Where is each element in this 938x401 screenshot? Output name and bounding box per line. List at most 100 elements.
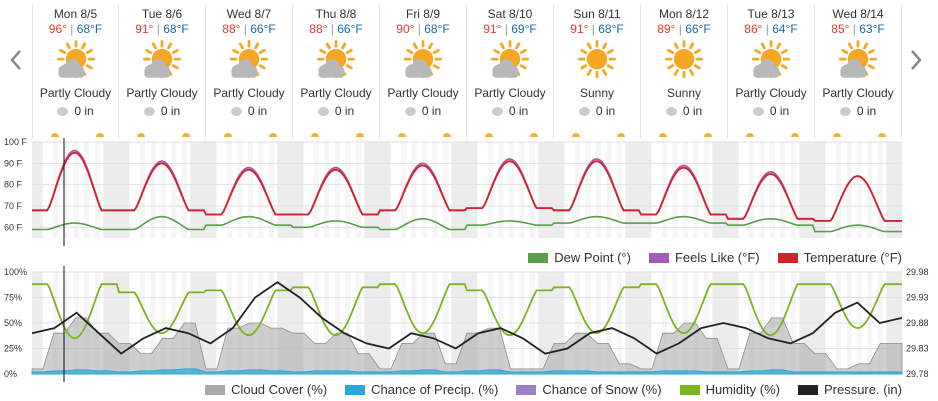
precip-amount: 0 in xyxy=(857,104,876,118)
precip-amount: 0 in xyxy=(509,104,528,118)
partly-cloudy-icon xyxy=(832,39,884,83)
y-tick-label: 70 F xyxy=(4,201,23,211)
sunset-icon xyxy=(311,133,319,137)
sunny-icon xyxy=(571,39,623,83)
day-temps: 88° | 66°F xyxy=(293,22,379,37)
partly-cloudy-icon xyxy=(136,39,188,83)
day-temps: 91° | 68°F xyxy=(554,22,640,37)
y-tick-label: 25% xyxy=(4,344,22,354)
day-precip: 0 in xyxy=(380,103,466,119)
raindrop-icon xyxy=(318,107,329,116)
y2-tick-label: 29.93 xyxy=(906,293,929,303)
day-condition: Partly Cloudy xyxy=(467,85,553,101)
precip-amount: 0 in xyxy=(74,104,93,118)
high-temp: 91° xyxy=(135,22,153,36)
legend-swatch xyxy=(528,253,548,263)
day-card[interactable]: Wed 8/14 85° | 63°F Partly Cloudy 0 in xyxy=(815,4,902,138)
day-card[interactable]: Fri 8/9 90° | 68°F Partly Cloudy 0 in xyxy=(380,4,467,138)
temperature-chart[interactable]: 100 F 90 F 80 F 70 F 60 F xyxy=(0,138,938,246)
y-tick-label: 75% xyxy=(4,293,22,303)
sunrise-icon xyxy=(617,133,625,137)
y2-tick-label: 29.78 xyxy=(906,369,929,379)
legend-label: Chance of Snow (%) xyxy=(542,382,661,397)
legend-item[interactable]: Humidity (%) xyxy=(680,382,780,397)
high-temp: 91° xyxy=(570,22,588,36)
day-date: Wed 8/7 xyxy=(206,7,292,22)
legend-label: Chance of Precip. (%) xyxy=(371,382,498,397)
low-temp: 69°F xyxy=(511,22,536,36)
legend-item[interactable]: Pressure. (in) xyxy=(798,382,902,397)
day-card[interactable]: Thu 8/8 88° | 66°F Partly Cloudy 0 in xyxy=(293,4,380,138)
raindrop-icon xyxy=(144,107,155,116)
day-temps: 90° | 68°F xyxy=(380,22,466,37)
partly-cloudy-icon xyxy=(397,39,449,83)
high-temp: 85° xyxy=(831,22,849,36)
sunset-icon xyxy=(659,133,667,137)
day-card[interactable]: Sun 8/11 91° | 68°F Sunny 0 in xyxy=(554,4,641,138)
sunset-icon xyxy=(51,133,59,137)
low-temp: 68°F xyxy=(598,22,623,36)
y2-tick-label: 29.98 xyxy=(906,267,929,277)
day-card[interactable]: Sat 8/10 91° | 69°F Partly Cloudy 0 in xyxy=(467,4,554,138)
legend-item[interactable]: Dew Point (°) xyxy=(528,250,631,265)
day-card[interactable]: Mon 8/5 96° | 68°F Partly Cloudy 0 in xyxy=(32,4,119,138)
high-temp: 96° xyxy=(49,22,67,36)
precip-amount: 0 in xyxy=(422,104,441,118)
chevron-left-icon xyxy=(9,49,23,71)
legend-item[interactable]: Cloud Cover (%) xyxy=(205,382,327,397)
sunrise-sunset-markers xyxy=(641,131,727,137)
legend-swatch xyxy=(205,385,225,395)
sunrise-sunset-markers xyxy=(206,131,292,137)
next-days-button[interactable] xyxy=(906,44,926,76)
sunrise-sunset-markers xyxy=(380,131,466,137)
legend-item[interactable]: Chance of Precip. (%) xyxy=(345,382,498,397)
day-precip: 0 in xyxy=(641,103,727,119)
day-card[interactable]: Tue 8/13 86° | 64°F Partly Cloudy 0 in xyxy=(728,4,815,138)
legend-item[interactable]: Chance of Snow (%) xyxy=(516,382,661,397)
legend-swatch xyxy=(516,385,536,395)
sunset-icon xyxy=(833,133,841,137)
prev-days-button[interactable] xyxy=(6,44,26,76)
day-date: Tue 8/6 xyxy=(119,7,205,22)
raindrop-icon xyxy=(57,107,68,116)
legend-item[interactable]: Feels Like (°F) xyxy=(649,250,760,265)
partly-cloudy-icon xyxy=(745,39,797,83)
legend-swatch xyxy=(680,385,700,395)
legend-item[interactable]: Temperature (°F) xyxy=(778,250,902,265)
high-temp: 88° xyxy=(222,22,240,36)
raindrop-icon xyxy=(666,107,677,116)
sunset-icon xyxy=(485,133,493,137)
high-temp: 86° xyxy=(744,22,762,36)
day-precip: 0 in xyxy=(554,103,640,119)
legend-swatch xyxy=(345,385,365,395)
day-temps: 91° | 69°F xyxy=(467,22,553,37)
sunrise-icon xyxy=(704,133,712,137)
partly-cloudy-icon xyxy=(484,39,536,83)
daily-forecast-strip: Mon 8/5 96° | 68°F Partly Cloudy 0 in Tu… xyxy=(32,4,902,138)
precip-amount: 0 in xyxy=(770,104,789,118)
sunrise-icon xyxy=(269,133,277,137)
atmosphere-chart[interactable]: 100% 29.98 75% 29.93 50% 29.88 25% 29.83 0% 29.78 xyxy=(0,266,938,382)
low-temp: 64°F xyxy=(772,22,797,36)
sunset-icon xyxy=(224,133,232,137)
legend-swatch xyxy=(798,385,818,395)
legend-label: Dew Point (°) xyxy=(554,250,631,265)
day-condition: Sunny xyxy=(554,85,640,101)
day-condition: Partly Cloudy xyxy=(119,85,205,101)
day-precip: 0 in xyxy=(33,103,118,119)
high-temp: 91° xyxy=(483,22,501,36)
low-temp: 68°F xyxy=(77,22,102,36)
sunset-icon xyxy=(137,133,145,137)
precip-amount: 0 in xyxy=(683,104,702,118)
day-card[interactable]: Tue 8/6 91° | 68°F Partly Cloudy 0 in xyxy=(119,4,206,138)
day-temps: 96° | 68°F xyxy=(33,22,118,37)
day-card[interactable]: Wed 8/7 88° | 66°F Partly Cloudy 0 in xyxy=(206,4,293,138)
raindrop-icon xyxy=(753,107,764,116)
precip-amount: 0 in xyxy=(335,104,354,118)
high-temp: 88° xyxy=(309,22,327,36)
day-card[interactable]: Mon 8/12 89° | 66°F Sunny 0 in xyxy=(641,4,728,138)
partly-cloudy-icon xyxy=(50,39,102,83)
legend-swatch xyxy=(778,253,798,263)
partly-cloudy-icon xyxy=(310,39,362,83)
y-tick-label: 100 F xyxy=(4,138,28,147)
